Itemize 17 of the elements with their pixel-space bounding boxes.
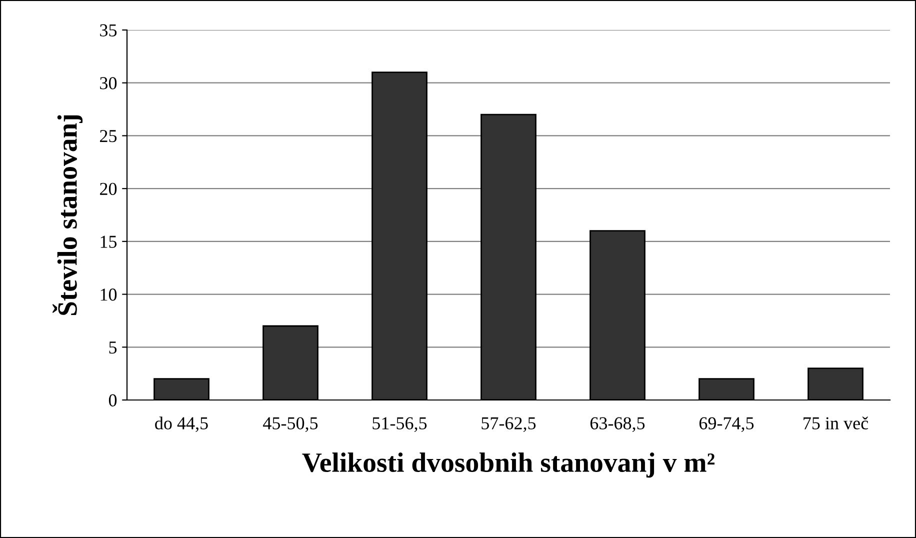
x-tick-label: 51-56,5 [372,417,427,432]
y-tick-label: 20 [100,182,117,196]
x-tick-label: 63-68,5 [590,417,645,432]
y-tick-label: 5 [109,342,117,354]
x-tick-label: 69-74,5 [699,417,754,432]
x-axis-title: Velikosti dvosobnih stanovanj v m² [302,452,714,478]
y-tick-label: 10 [100,288,117,301]
x-tick-label: do 44,5 [155,416,208,432]
y-tick-label: 35 [100,24,117,36]
y-tick-label: 15 [100,236,117,248]
y-tick-label: 0 [108,394,117,406]
x-tick-label: 75 in več [804,416,868,430]
y-tick-label: 25 [100,130,117,142]
y-tick-label: 30 [100,77,117,90]
y-axis-title: Število stanovanj [52,115,83,315]
x-tick-label: 45-50,5 [263,417,318,432]
x-tick-label: 57-62,5 [482,417,536,432]
